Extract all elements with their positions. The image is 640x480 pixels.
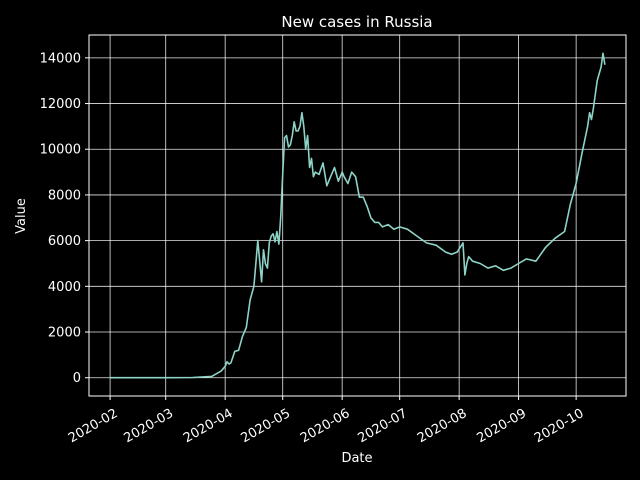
- y-tick-label: 0: [73, 371, 81, 386]
- y-tick-label: 14000: [40, 51, 81, 66]
- y-tick-label: 4000: [48, 280, 81, 295]
- data-series: [110, 52, 606, 379]
- y-axis-label: Value: [14, 198, 29, 234]
- series-line: [110, 52, 606, 379]
- y-tick-label: 2000: [48, 326, 81, 341]
- y-axis-ticks: 0 2000 4000 6000 8000 10000 12000 14000: [40, 51, 89, 386]
- y-tick-label: 12000: [40, 97, 81, 112]
- y-tick-label: 6000: [48, 234, 81, 249]
- y-tick-label: 8000: [48, 188, 81, 203]
- plot-frame: [88, 34, 627, 397]
- x-axis-label: Date: [341, 451, 372, 466]
- chart-title: New cases in Russia: [281, 13, 432, 31]
- y-tick-label: 10000: [40, 143, 81, 158]
- grid-lines: [89, 35, 626, 396]
